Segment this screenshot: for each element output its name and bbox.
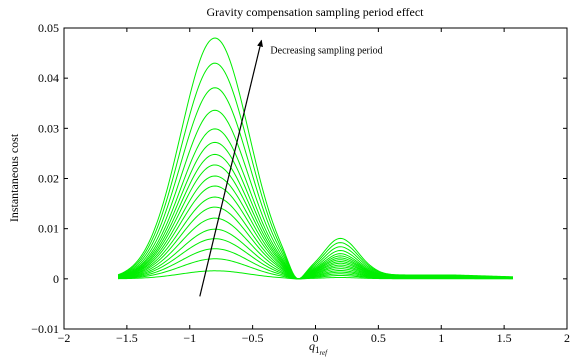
y-tick-label: 0.01	[38, 222, 59, 236]
x-tick-label: −0.5	[242, 331, 264, 345]
series-layer	[117, 37, 513, 280]
x-tick-label: 0	[313, 331, 319, 345]
x-tick-label: 0.5	[371, 331, 386, 345]
y-tick-label: 0.04	[38, 71, 59, 85]
annotation-arrow	[199, 39, 263, 297]
x-tick-label: 1	[438, 331, 444, 345]
plot-frame	[63, 27, 568, 330]
x-axis-label: q1ref	[309, 339, 328, 357]
series-curve-16	[117, 87, 513, 280]
x-tick-label: 2	[564, 331, 570, 345]
series-curve-15	[117, 109, 513, 280]
y-tick-label: 0	[53, 272, 59, 286]
x-tick-label: −1	[183, 331, 196, 345]
x-axis-label-subsubscript: ref	[320, 349, 329, 357]
y-tick-label: 0.03	[38, 121, 59, 135]
x-axis-label-subscript: 1	[315, 345, 320, 355]
y-axis-label: Instantaneous cost	[7, 133, 21, 222]
x-axis-label-base: q	[309, 339, 315, 353]
x-tick-label: −2	[58, 331, 71, 345]
axis-ticks: −2 −1.5 −1 −0.5 0 0.5 1 1.5 2 −0.01 0 0.01 0.02 0.03 0…	[31, 21, 570, 345]
x-tick-label: 1.5	[497, 331, 512, 345]
y-tick-label: 0.05	[38, 21, 59, 35]
x-tick-label: −1.5	[116, 331, 138, 345]
y-tick-label: 0.02	[38, 172, 59, 186]
chart-title: Gravity compensation sampling period eff…	[206, 5, 424, 19]
annotation-text: Decreasing sampling period	[270, 46, 382, 57]
y-tick-label: −0.01	[31, 322, 59, 336]
series-curve-18	[117, 37, 513, 280]
